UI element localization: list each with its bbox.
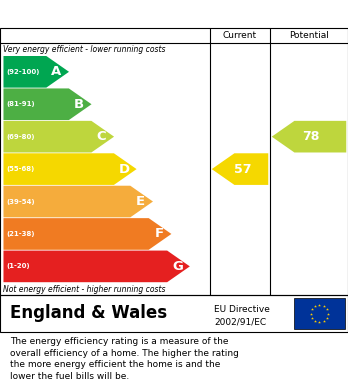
Bar: [294, 298, 345, 329]
Text: G: G: [172, 260, 183, 273]
Text: Very energy efficient - lower running costs: Very energy efficient - lower running co…: [3, 45, 166, 54]
Polygon shape: [3, 153, 136, 185]
Polygon shape: [272, 121, 346, 152]
Text: D: D: [119, 163, 130, 176]
Text: The energy efficiency rating is a measure of the
overall efficiency of a home. T: The energy efficiency rating is a measur…: [10, 337, 239, 381]
Text: (69-80): (69-80): [6, 134, 35, 140]
Text: (92-100): (92-100): [6, 69, 40, 75]
Text: England & Wales: England & Wales: [10, 305, 168, 323]
Text: (21-38): (21-38): [6, 231, 35, 237]
Polygon shape: [3, 56, 69, 88]
Text: A: A: [52, 65, 62, 78]
Text: (1-20): (1-20): [6, 264, 30, 269]
Text: C: C: [97, 130, 106, 143]
Text: Energy Efficiency Rating: Energy Efficiency Rating: [10, 7, 213, 22]
Text: B: B: [74, 98, 84, 111]
Text: Current: Current: [223, 31, 257, 40]
Text: (55-68): (55-68): [6, 166, 34, 172]
Text: Not energy efficient - higher running costs: Not energy efficient - higher running co…: [3, 285, 166, 294]
Text: 78: 78: [302, 130, 320, 143]
Polygon shape: [3, 121, 114, 152]
Polygon shape: [3, 88, 92, 120]
Polygon shape: [3, 218, 172, 250]
Text: (81-91): (81-91): [6, 101, 35, 107]
Text: Potential: Potential: [289, 31, 329, 40]
Text: 2002/91/EC: 2002/91/EC: [214, 317, 266, 326]
Polygon shape: [3, 186, 153, 217]
Polygon shape: [212, 153, 268, 185]
Text: (39-54): (39-54): [6, 199, 35, 204]
Polygon shape: [3, 251, 190, 282]
Text: E: E: [136, 195, 145, 208]
Text: F: F: [155, 228, 164, 240]
Text: EU Directive: EU Directive: [214, 305, 270, 314]
Text: 57: 57: [234, 163, 251, 176]
